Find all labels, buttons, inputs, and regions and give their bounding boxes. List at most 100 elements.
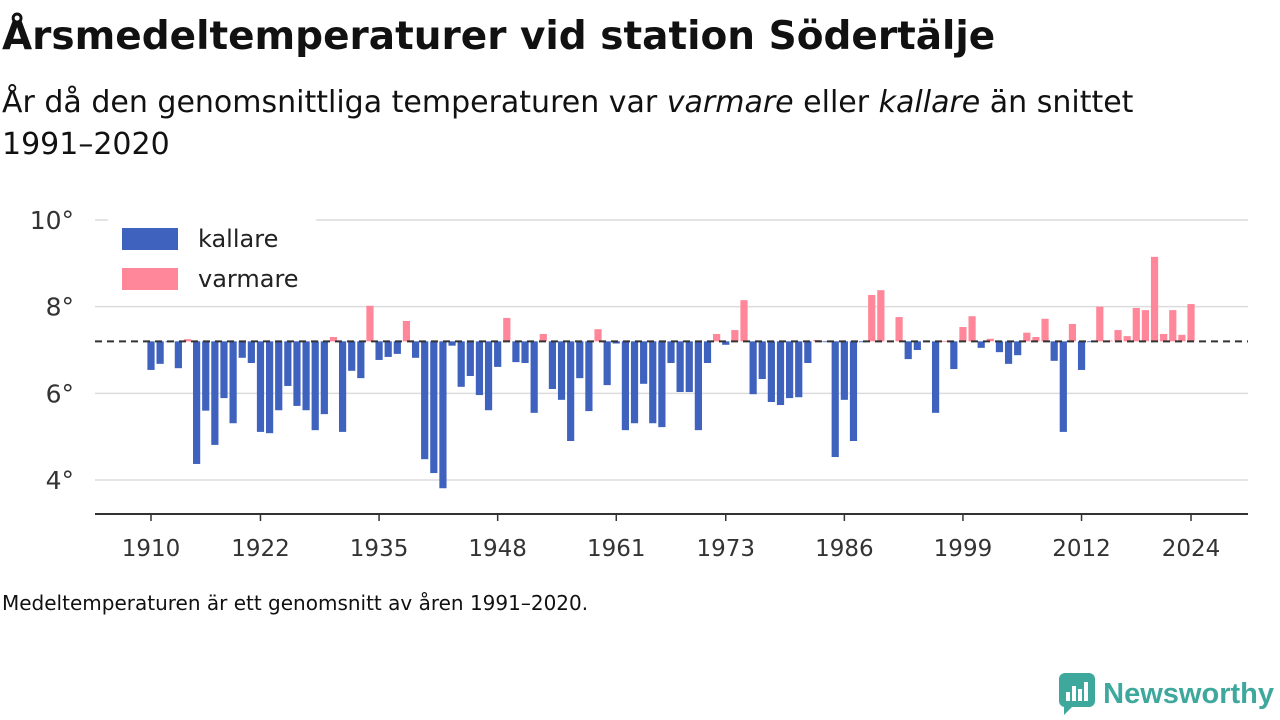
y-tick-label-6: 6° bbox=[46, 379, 74, 408]
bar-1961 bbox=[612, 341, 620, 344]
bar-1972 bbox=[713, 333, 721, 342]
bar-1969 bbox=[685, 341, 693, 393]
bar-1931 bbox=[338, 341, 347, 432]
bar-2012 bbox=[1077, 341, 1086, 370]
y-tick-label-10: 10° bbox=[30, 206, 74, 235]
bar-1920 bbox=[238, 341, 246, 358]
bar-2019 bbox=[1141, 310, 1150, 342]
bar-1975 bbox=[740, 300, 748, 342]
bar-1998 bbox=[950, 341, 958, 370]
bar-1976 bbox=[749, 341, 757, 395]
gridlines bbox=[95, 219, 1248, 481]
bar-1968 bbox=[676, 341, 684, 393]
x-tick-label-1922: 1922 bbox=[231, 536, 290, 562]
bar-2003 bbox=[995, 341, 1004, 353]
bar-2016 bbox=[1114, 330, 1122, 342]
bar-2004 bbox=[1004, 341, 1013, 364]
bar-1971 bbox=[703, 341, 712, 363]
bar-1970 bbox=[694, 341, 702, 431]
bar-1960 bbox=[603, 341, 611, 386]
bar-1945 bbox=[466, 341, 474, 376]
bar-1964 bbox=[640, 341, 648, 384]
bar-1965 bbox=[649, 341, 657, 424]
bar-1978 bbox=[767, 341, 775, 402]
bar-1915 bbox=[193, 341, 201, 464]
bar-1947 bbox=[484, 341, 493, 411]
bar-1984 bbox=[822, 341, 830, 343]
bar-2013 bbox=[1087, 341, 1095, 343]
bar-2009 bbox=[1050, 341, 1058, 361]
x-tick-label-1935: 1935 bbox=[350, 536, 409, 562]
bar-1974 bbox=[731, 330, 739, 342]
bar-2007 bbox=[1032, 337, 1040, 342]
bar-1994 bbox=[913, 341, 921, 350]
newsworthy-logo-icon bbox=[1059, 673, 1096, 715]
legend: kallare varmare bbox=[108, 216, 316, 302]
bar-1911 bbox=[156, 341, 164, 364]
bar-1958 bbox=[585, 341, 593, 412]
bar-1993 bbox=[904, 341, 912, 360]
legend-label-kallare: kallare bbox=[198, 225, 278, 253]
x-axis: 1910 1922 1935 1948 1961 1973 1986 1999 2012 2024 bbox=[95, 513, 1248, 562]
bar-1939 bbox=[411, 341, 420, 358]
bar-2005 bbox=[1014, 341, 1022, 356]
bar-2021 bbox=[1160, 333, 1168, 342]
bar-1925 bbox=[284, 341, 292, 386]
bar-1952 bbox=[530, 341, 538, 413]
legend-item-varmare: varmare bbox=[122, 265, 299, 293]
bar-1954 bbox=[548, 341, 557, 389]
bar-1943 bbox=[448, 341, 456, 346]
bar-1988 bbox=[858, 341, 867, 343]
bar-1933 bbox=[357, 341, 365, 379]
bar-1922 bbox=[256, 341, 265, 432]
subtitle-emphasis-varmare: varmare bbox=[666, 85, 794, 120]
bar-1938 bbox=[402, 320, 411, 342]
bar-1956 bbox=[567, 341, 575, 441]
bar-1980 bbox=[786, 341, 794, 399]
bar-1987 bbox=[849, 341, 858, 441]
bar-1921 bbox=[247, 341, 255, 363]
legend-swatch-varmare bbox=[122, 268, 178, 290]
bar-1935 bbox=[375, 341, 383, 360]
bar-1924 bbox=[275, 341, 283, 411]
bar-1937 bbox=[393, 341, 401, 354]
bars bbox=[147, 256, 1195, 489]
bar-2011 bbox=[1068, 324, 1077, 342]
subtitle-text: eller bbox=[793, 85, 879, 120]
chart-note: Medeltemperaturen är ett genomsnitt av å… bbox=[2, 591, 589, 615]
newsworthy-logo: Newsworthy bbox=[1059, 672, 1274, 716]
bar-1973 bbox=[722, 341, 730, 345]
bar-2014 bbox=[1096, 306, 1104, 342]
y-tick-label-8: 8° bbox=[46, 293, 74, 322]
bar-1996 bbox=[931, 341, 940, 413]
bar-1951 bbox=[521, 341, 529, 363]
y-tick-label-4: 4° bbox=[46, 466, 74, 495]
bar-1917 bbox=[211, 341, 219, 445]
bar-1999 bbox=[959, 327, 967, 342]
bar-1910 bbox=[147, 341, 155, 370]
bar-1918 bbox=[220, 341, 228, 399]
bar-1957 bbox=[576, 341, 584, 379]
bar-1936 bbox=[384, 341, 392, 357]
bar-2022 bbox=[1169, 310, 1177, 342]
bar-1990 bbox=[877, 290, 885, 342]
x-tick-label-1986: 1986 bbox=[815, 536, 874, 562]
legend-item-kallare: kallare bbox=[122, 225, 278, 253]
bar-1944 bbox=[457, 341, 465, 387]
chart-title: Årsmedeltemperaturer vid station Södertä… bbox=[2, 14, 996, 59]
x-tick-label-2024: 2024 bbox=[1162, 536, 1221, 562]
bar-1982 bbox=[804, 341, 812, 363]
subtitle-period: 1991–2020 bbox=[2, 127, 170, 162]
bar-2008 bbox=[1041, 318, 1049, 342]
x-tick-label-1973: 1973 bbox=[696, 536, 755, 562]
bar-1955 bbox=[557, 341, 566, 400]
x-tick-label-2012: 2012 bbox=[1052, 536, 1111, 562]
bar-1942 bbox=[439, 341, 447, 489]
bar-1940 bbox=[421, 341, 429, 460]
bar-2024 bbox=[1187, 304, 1195, 342]
legend-swatch-kallare bbox=[122, 228, 178, 250]
bar-1977 bbox=[758, 341, 766, 380]
legend-label-varmare: varmare bbox=[198, 265, 299, 293]
bar-1992 bbox=[895, 317, 903, 342]
bar-1959 bbox=[594, 329, 602, 342]
